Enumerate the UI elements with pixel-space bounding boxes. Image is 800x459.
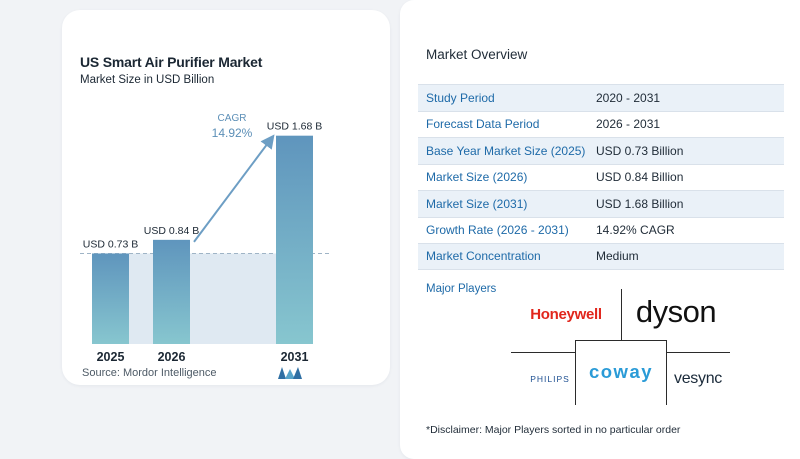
table-row: Base Year Market Size (2025) USD 0.73 Bi… xyxy=(418,137,784,164)
grid-divider xyxy=(621,289,622,341)
row-label: Market Size (2031) xyxy=(426,196,528,211)
bar-2031 xyxy=(276,135,313,344)
row-value: 2026 - 2031 xyxy=(596,117,661,132)
x-tick-label: 2031 xyxy=(281,350,309,364)
cagr-value: 14.92% xyxy=(212,126,253,140)
bar-value-label: USD 0.73 B xyxy=(83,238,138,250)
row-label: Growth Rate (2026 - 2031) xyxy=(426,223,569,238)
dyson-logo: dyson xyxy=(635,294,717,329)
row-value: USD 0.73 Billion xyxy=(596,143,684,158)
grid-divider xyxy=(666,352,730,353)
row-label: Market Size (2026) xyxy=(426,170,528,185)
bar-2026 xyxy=(153,239,190,344)
row-value: USD 0.84 Billion xyxy=(596,170,684,185)
table-row: Study Period 2020 - 2031 xyxy=(418,84,784,111)
row-label: Study Period xyxy=(426,90,495,105)
x-tick-label: 2025 xyxy=(97,350,125,364)
grid-divider xyxy=(666,340,667,405)
row-value: Medium xyxy=(596,249,639,264)
bar-chart: USD 0.73 B USD 0.84 B USD 1.68 B 2025 2026 2… xyxy=(80,113,330,364)
philips-logo: PHILIPS xyxy=(530,374,570,384)
grid-divider xyxy=(575,340,576,405)
row-value: USD 1.68 Billion xyxy=(596,196,684,211)
bar-2025 xyxy=(92,253,129,344)
grid-divider xyxy=(511,352,575,353)
overview-title: Market Overview xyxy=(426,47,528,62)
chart-title: US Smart Air Purifier Market xyxy=(80,54,263,70)
table-row: Growth Rate (2026 - 2031) 14.92% CAGR xyxy=(418,216,784,244)
row-label: Market Concentration xyxy=(426,249,541,264)
bar-value-label: USD 1.68 B xyxy=(267,121,322,133)
row-label: Forecast Data Period xyxy=(426,117,540,132)
major-players-title: Major Players xyxy=(426,283,497,295)
table-row: Market Size (2026) USD 0.84 Billion xyxy=(418,163,784,191)
cagr-arrow xyxy=(193,134,275,243)
cagr-label: CAGR xyxy=(218,113,247,124)
overview-card: Market Overview Study Period 2020 - 2031… xyxy=(400,0,800,459)
chart-source: Source: Mordor Intelligence xyxy=(82,367,217,379)
table-row: Forecast Data Period 2026 - 2031 xyxy=(418,110,784,138)
grid-divider xyxy=(575,340,666,341)
bar-value-label: USD 0.84 B xyxy=(144,225,199,237)
x-tick-label: 2026 xyxy=(158,350,186,364)
chart-subtitle: Market Size in USD Billion xyxy=(80,74,215,86)
row-label: Base Year Market Size (2025) xyxy=(426,143,586,158)
table-row: Market Concentration Medium xyxy=(418,243,784,270)
table-row: Market Size (2031) USD 1.68 Billion xyxy=(418,190,784,217)
overview-table: Study Period 2020 - 2031 Forecast Data P… xyxy=(418,84,784,270)
coway-logo: coway xyxy=(588,361,654,382)
row-value: 2020 - 2031 xyxy=(596,90,661,105)
row-value: 14.92% CAGR xyxy=(596,223,675,238)
mordor-intelligence-logo-icon xyxy=(278,367,302,379)
disclaimer: *Disclaimer: Major Players sorted in no … xyxy=(426,424,681,436)
vesync-logo: vesync xyxy=(674,370,722,387)
chart-card: US Smart Air Purifier Market Market Size… xyxy=(62,10,390,385)
honeywell-logo: Honeywell xyxy=(530,305,602,323)
